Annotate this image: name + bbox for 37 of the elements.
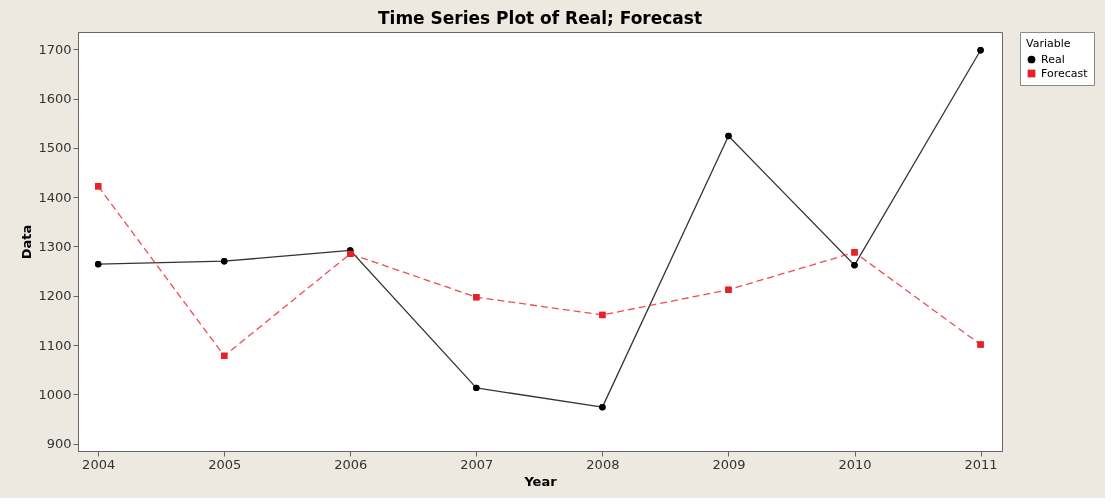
point <box>977 341 984 348</box>
y-tick-label: 1400 <box>38 189 72 205</box>
y-tick-label: 1300 <box>38 238 72 254</box>
y-axis-title: Data <box>19 224 35 260</box>
x-tick-label: 2009 <box>712 456 746 472</box>
point <box>851 262 858 269</box>
y-tick-label: 1500 <box>38 140 72 156</box>
point <box>95 183 102 190</box>
legend-title: Variable <box>1026 37 1071 50</box>
x-tick-label: 2007 <box>460 456 494 472</box>
x-tick-label: 2005 <box>208 456 242 472</box>
y-tick-label: 1000 <box>38 386 72 402</box>
point <box>599 311 606 319</box>
y-tick-label: 1700 <box>38 41 72 57</box>
legend-label: Real <box>1041 52 1065 66</box>
point <box>599 403 606 411</box>
point <box>95 261 102 268</box>
x-tick-label: 2004 <box>82 456 116 472</box>
point <box>473 384 480 392</box>
point <box>977 47 984 54</box>
x-tick-label: 2010 <box>838 456 872 472</box>
y-tick-label: 900 <box>46 436 72 452</box>
x-axis-title: Year <box>523 473 558 489</box>
y-tick-label: 1200 <box>38 288 72 304</box>
y-tick-label: 1600 <box>38 91 72 107</box>
chart-title: Time Series Plot of Real; Forecast <box>377 8 703 28</box>
y-tick-label: 1100 <box>38 337 72 353</box>
legend-label: Forecast <box>1041 66 1089 80</box>
x-tick-label: 2006 <box>334 456 368 472</box>
point <box>221 352 228 360</box>
point <box>851 249 858 256</box>
x-tick-label: 2008 <box>586 456 620 472</box>
point <box>221 258 228 265</box>
x-tick-label: 2011 <box>964 456 998 472</box>
point <box>725 132 732 140</box>
point <box>473 294 480 301</box>
point <box>725 286 732 293</box>
